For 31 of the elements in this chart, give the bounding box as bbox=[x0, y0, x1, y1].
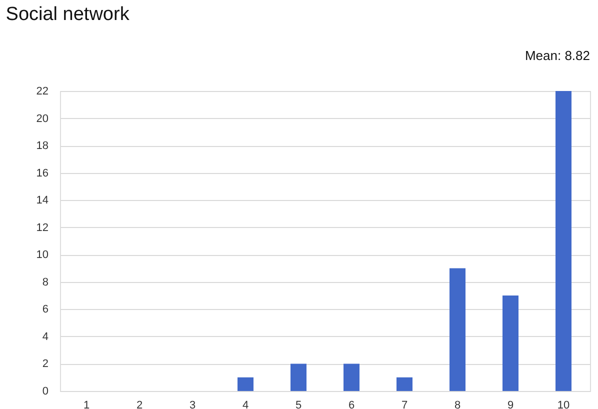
bar bbox=[556, 91, 572, 391]
x-tick-label: 10 bbox=[557, 400, 570, 409]
y-tick-label: 0 bbox=[42, 386, 48, 398]
x-tick-label: 6 bbox=[348, 400, 355, 409]
y-tick-label: 8 bbox=[42, 276, 48, 288]
bar bbox=[290, 364, 306, 391]
y-tick-label: 10 bbox=[36, 249, 48, 262]
bar bbox=[450, 268, 466, 391]
x-tick-label: 4 bbox=[242, 400, 249, 409]
bar bbox=[396, 377, 412, 391]
x-tick-label: 1 bbox=[83, 400, 90, 409]
bar bbox=[344, 364, 360, 391]
y-tick-label: 2 bbox=[42, 358, 48, 370]
chart-title: Social network bbox=[6, 4, 130, 25]
x-tick-label: 9 bbox=[507, 400, 514, 409]
x-tick-label: 2 bbox=[136, 400, 143, 409]
y-tick-label: 20 bbox=[36, 112, 48, 125]
y-tick-label: 12 bbox=[36, 222, 48, 234]
y-tick-label: 4 bbox=[42, 330, 48, 343]
y-tick-label: 18 bbox=[36, 140, 48, 152]
x-tick-label: 3 bbox=[189, 400, 196, 409]
y-tick-label: 14 bbox=[36, 194, 48, 207]
x-tick-label: 8 bbox=[454, 400, 461, 409]
x-tick-label: 5 bbox=[295, 400, 302, 409]
y-tick-label: 6 bbox=[42, 304, 48, 316]
y-tick-label: 16 bbox=[36, 167, 48, 180]
bar bbox=[502, 296, 518, 391]
y-tick-label: 22 bbox=[36, 86, 48, 98]
text: Mean: 8.82 bbox=[524, 48, 590, 63]
bar bbox=[238, 377, 254, 391]
x-tick-label: 7 bbox=[401, 400, 408, 409]
